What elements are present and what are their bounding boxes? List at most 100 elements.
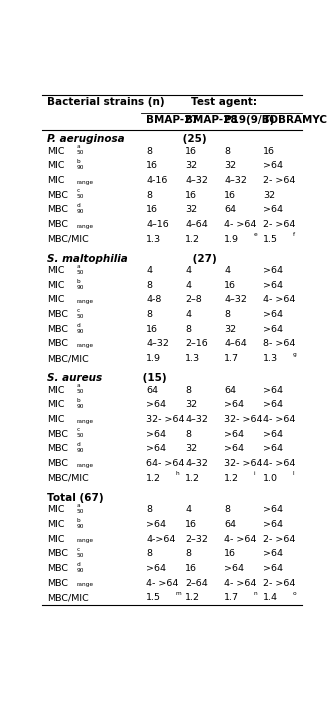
Text: >64: >64 <box>263 506 283 514</box>
Text: >64: >64 <box>224 564 244 573</box>
Text: 16: 16 <box>224 549 236 558</box>
Text: 32- >64: 32- >64 <box>146 415 185 424</box>
Text: 1.2: 1.2 <box>185 474 200 483</box>
Text: 1.3: 1.3 <box>146 235 161 244</box>
Text: 50: 50 <box>76 434 84 439</box>
Text: MBC: MBC <box>47 579 68 587</box>
Text: b: b <box>76 518 80 523</box>
Text: 8: 8 <box>146 146 152 156</box>
Text: 2- >64: 2- >64 <box>263 535 296 543</box>
Text: 1.0: 1.0 <box>263 474 278 483</box>
Text: 4- >64: 4- >64 <box>224 579 257 587</box>
Text: >64: >64 <box>263 400 283 410</box>
Text: 4–16: 4–16 <box>146 220 169 229</box>
Text: MIC: MIC <box>47 535 65 543</box>
Text: MIC: MIC <box>47 176 65 185</box>
Text: MBC: MBC <box>47 444 68 454</box>
Text: 4: 4 <box>185 506 191 514</box>
Text: c: c <box>76 547 80 552</box>
Text: 4- >64: 4- >64 <box>146 579 178 587</box>
Text: 4: 4 <box>224 266 230 275</box>
Text: >64: >64 <box>263 429 283 439</box>
Text: 1.3: 1.3 <box>185 354 200 363</box>
Text: MIC: MIC <box>47 266 65 275</box>
Text: MIC: MIC <box>47 385 65 395</box>
Text: 8: 8 <box>146 506 152 514</box>
Text: 64- >64: 64- >64 <box>146 459 184 468</box>
Text: 90: 90 <box>76 567 84 572</box>
Text: 4–32: 4–32 <box>185 415 208 424</box>
Text: 64: 64 <box>224 520 236 529</box>
Text: MBC: MBC <box>47 549 68 558</box>
Text: range: range <box>76 463 93 468</box>
Text: range: range <box>76 180 93 185</box>
Text: 16: 16 <box>224 191 236 200</box>
Text: 4- >64: 4- >64 <box>263 459 296 468</box>
Text: range: range <box>76 299 93 304</box>
Text: MIC: MIC <box>47 295 65 304</box>
Text: 1.9: 1.9 <box>146 354 161 363</box>
Text: TOBRAMYC: TOBRAMYC <box>263 115 328 125</box>
Text: 32: 32 <box>224 161 237 170</box>
Text: >64: >64 <box>263 549 283 558</box>
Text: MIC: MIC <box>47 146 65 156</box>
Text: 2–32: 2–32 <box>185 535 208 543</box>
Text: d: d <box>76 562 80 567</box>
Text: a: a <box>76 503 80 508</box>
Text: 4–64: 4–64 <box>224 339 247 348</box>
Text: 90: 90 <box>76 165 84 170</box>
Text: 8: 8 <box>185 325 191 333</box>
Text: 32: 32 <box>263 191 276 200</box>
Text: 16: 16 <box>185 520 197 529</box>
Text: >64: >64 <box>263 161 283 170</box>
Text: MBC: MBC <box>47 191 68 200</box>
Text: f: f <box>293 232 295 237</box>
Text: 50: 50 <box>76 150 84 155</box>
Text: >64: >64 <box>263 205 283 214</box>
Text: c: c <box>76 188 80 193</box>
Text: 4- >64: 4- >64 <box>224 535 257 543</box>
Text: 4: 4 <box>185 266 191 275</box>
Text: 8: 8 <box>146 281 152 290</box>
Text: 8: 8 <box>224 506 230 514</box>
Text: 1.2: 1.2 <box>146 474 161 483</box>
Text: d: d <box>76 203 80 208</box>
Text: a: a <box>76 144 80 149</box>
Text: MIC: MIC <box>47 400 65 410</box>
Text: 4–32: 4–32 <box>185 176 208 185</box>
Text: range: range <box>76 538 93 543</box>
Text: 32- >64: 32- >64 <box>224 459 263 468</box>
Text: >64: >64 <box>263 310 283 319</box>
Text: l: l <box>293 471 294 476</box>
Text: >64: >64 <box>263 564 283 573</box>
Text: 4–32: 4–32 <box>146 339 169 348</box>
Text: e: e <box>253 232 257 237</box>
Text: 2- >64: 2- >64 <box>263 176 296 185</box>
Text: c: c <box>76 308 80 313</box>
Text: 32: 32 <box>185 205 197 214</box>
Text: 4–32: 4–32 <box>185 459 208 468</box>
Text: 1.2: 1.2 <box>185 593 200 602</box>
Text: b: b <box>76 279 80 284</box>
Text: 1.7: 1.7 <box>224 593 239 602</box>
Text: range: range <box>76 343 93 348</box>
Text: Bacterial strains (n): Bacterial strains (n) <box>47 97 165 107</box>
Text: 4–32: 4–32 <box>224 295 247 304</box>
Text: c: c <box>76 427 80 432</box>
Text: 16: 16 <box>263 146 275 156</box>
Text: MBC/MIC: MBC/MIC <box>47 235 89 244</box>
Text: 32: 32 <box>185 444 197 454</box>
Text: 64: 64 <box>146 385 158 395</box>
Text: 90: 90 <box>76 328 84 333</box>
Text: 4-8: 4-8 <box>146 295 162 304</box>
Text: 1.3: 1.3 <box>263 354 279 363</box>
Text: 4-16: 4-16 <box>146 176 168 185</box>
Text: MBC: MBC <box>47 339 68 348</box>
Text: MBC: MBC <box>47 459 68 468</box>
Text: n: n <box>253 591 257 596</box>
Text: >64: >64 <box>263 281 283 290</box>
Text: 1.5: 1.5 <box>146 593 161 602</box>
Text: S. aureus: S. aureus <box>47 373 102 383</box>
Text: i: i <box>253 471 255 476</box>
Text: 1.4: 1.4 <box>263 593 278 602</box>
